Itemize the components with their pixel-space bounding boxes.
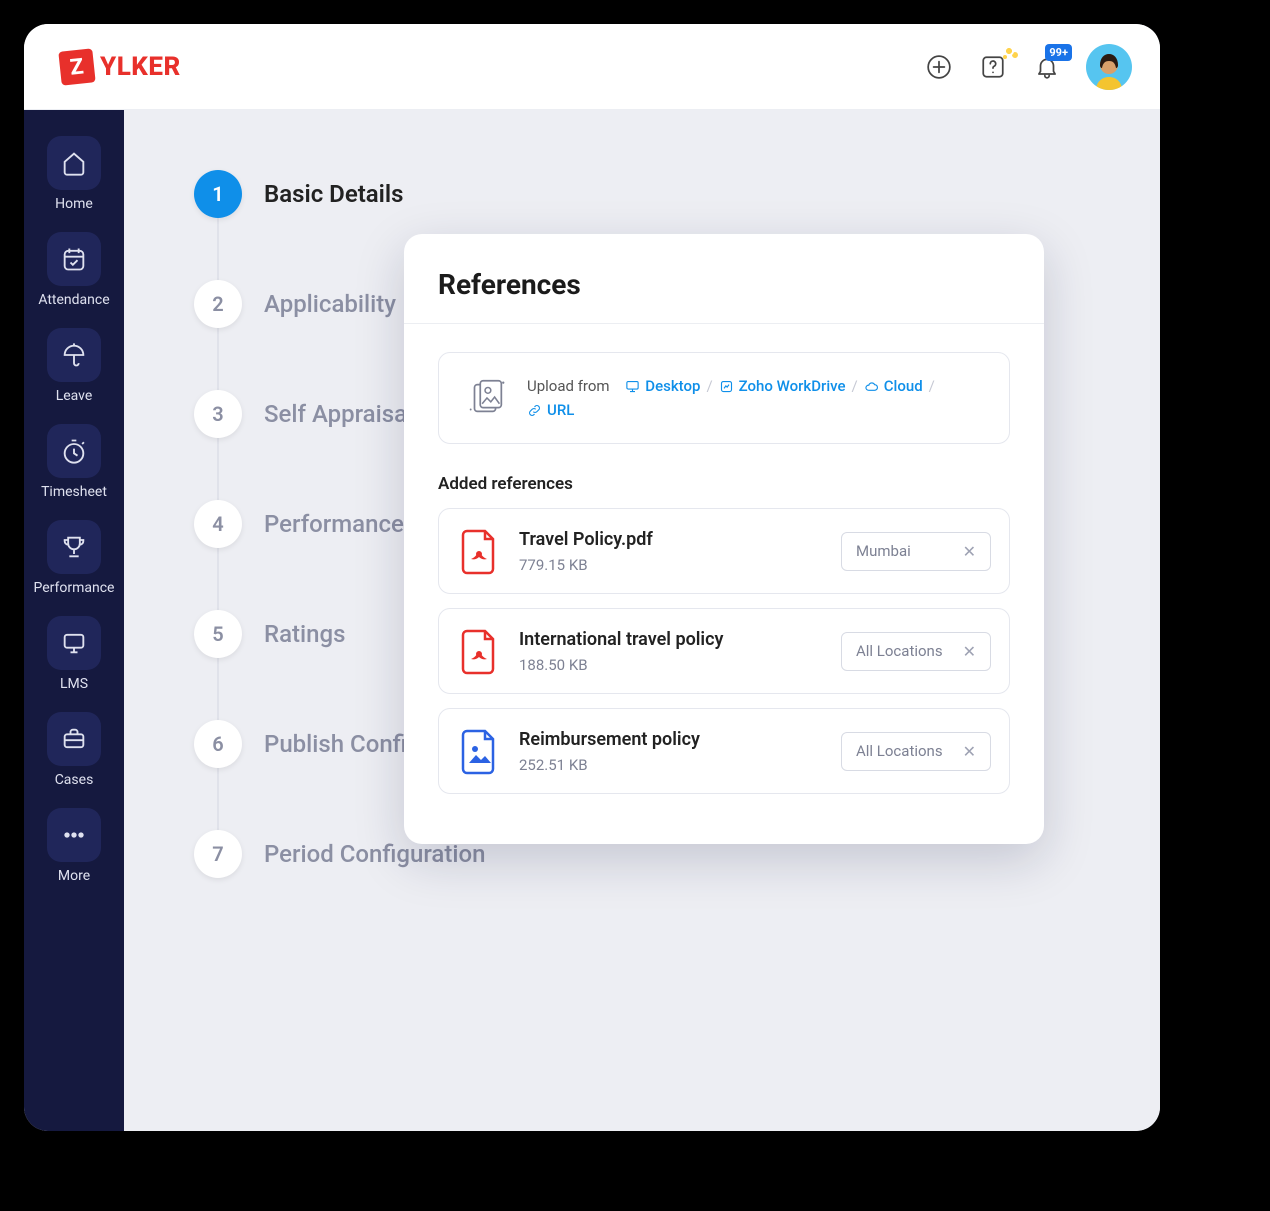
step-label: Period Configuration — [264, 840, 485, 868]
sidebar-label: More — [58, 868, 90, 884]
sidebar-label: Cases — [55, 772, 94, 788]
file-size: 188.50 KB — [519, 656, 823, 674]
added-references-heading: Added references — [438, 474, 1010, 494]
panel-title: References — [438, 268, 1010, 301]
stopwatch-icon — [60, 437, 88, 465]
sidebar: Home Attendance Leave Timesheet Performa… — [24, 110, 124, 1131]
image-file-icon — [457, 725, 501, 777]
step-number: 3 — [194, 390, 242, 438]
upload-source-label: Zoho WorkDrive — [739, 377, 846, 395]
home-icon — [60, 149, 88, 177]
reference-row: Reimbursement policy 252.51 KB All Locat… — [438, 708, 1010, 794]
upload-from-label: Upload from — [527, 377, 610, 395]
tag-label: Mumbai — [856, 542, 911, 560]
step-label: Basic Details — [264, 180, 404, 208]
step-label: Performance — [264, 510, 404, 538]
app-window: Z YLKER 99+ — [24, 24, 1160, 1131]
desktop-icon — [625, 379, 640, 394]
step-label: Self Appraisal — [264, 400, 413, 428]
upload-url-link[interactable]: URL — [527, 401, 574, 419]
location-tag[interactable]: All Locations ✕ — [841, 632, 991, 671]
sidebar-label: LMS — [60, 676, 88, 692]
briefcase-icon — [60, 725, 88, 753]
sidebar-label: Home — [55, 196, 93, 212]
step-number: 2 — [194, 280, 242, 328]
plus-circle-icon — [926, 54, 952, 80]
upload-workdrive-link[interactable]: Zoho WorkDrive — [719, 377, 846, 395]
pdf-file-icon — [457, 625, 501, 677]
reference-row: Travel Policy.pdf 779.15 KB Mumbai ✕ — [438, 508, 1010, 594]
board-icon — [60, 629, 88, 657]
tag-label: All Locations — [856, 642, 943, 660]
avatar[interactable] — [1086, 44, 1132, 90]
sidebar-label: Attendance — [38, 292, 109, 308]
separator: / — [929, 377, 935, 395]
sidebar-item-cases[interactable]: Cases — [33, 704, 115, 794]
step-number: 6 — [194, 720, 242, 768]
remove-tag-icon[interactable]: ✕ — [963, 642, 976, 661]
separator: / — [706, 377, 712, 395]
location-tag[interactable]: Mumbai ✕ — [841, 532, 991, 571]
upload-source-label: Desktop — [645, 377, 700, 395]
upload-illustration-icon — [463, 375, 509, 421]
remove-tag-icon[interactable]: ✕ — [963, 542, 976, 561]
panel-divider — [404, 323, 1044, 324]
file-name: Reimbursement policy — [519, 729, 823, 750]
sidebar-item-performance[interactable]: Performance — [33, 512, 115, 602]
brand-badge: Z — [58, 48, 95, 85]
trophy-icon — [60, 533, 88, 561]
references-panel: References Upload from Desktop / Zoho — [404, 234, 1044, 844]
file-size: 252.51 KB — [519, 756, 823, 774]
remove-tag-icon[interactable]: ✕ — [963, 742, 976, 761]
file-size: 779.15 KB — [519, 556, 823, 574]
separator: / — [852, 377, 858, 395]
more-icon — [60, 821, 88, 849]
upload-sources: Upload from Desktop / Zoho WorkDrive / C… — [527, 377, 985, 419]
link-icon — [527, 403, 542, 418]
tag-label: All Locations — [856, 742, 943, 760]
step-1[interactable]: 1 Basic Details — [194, 170, 1120, 218]
sidebar-item-lms[interactable]: LMS — [33, 608, 115, 698]
brand-name: YLKER — [100, 52, 181, 82]
sidebar-item-home[interactable]: Home — [33, 128, 115, 218]
umbrella-icon — [60, 341, 88, 369]
upload-desktop-link[interactable]: Desktop — [625, 377, 700, 395]
file-name: Travel Policy.pdf — [519, 529, 823, 550]
file-name: International travel policy — [519, 629, 823, 650]
reference-row: International travel policy 188.50 KB Al… — [438, 608, 1010, 694]
sidebar-label: Performance — [34, 580, 115, 596]
sidebar-label: Timesheet — [41, 484, 107, 500]
step-number: 7 — [194, 830, 242, 878]
sidebar-item-timesheet[interactable]: Timesheet — [33, 416, 115, 506]
brand-logo[interactable]: Z YLKER — [60, 50, 181, 84]
header-actions: 99+ — [924, 44, 1132, 90]
sidebar-label: Leave — [56, 388, 93, 404]
sidebar-item-more[interactable]: More — [33, 800, 115, 890]
sidebar-item-attendance[interactable]: Attendance — [33, 224, 115, 314]
step-number: 4 — [194, 500, 242, 548]
upload-source-label: URL — [547, 401, 574, 419]
calendar-check-icon — [60, 245, 88, 273]
avatar-icon — [1089, 50, 1129, 90]
notification-badge: 99+ — [1045, 44, 1072, 61]
step-number: 5 — [194, 610, 242, 658]
upload-cloud-link[interactable]: Cloud — [864, 377, 923, 395]
sidebar-item-leave[interactable]: Leave — [33, 320, 115, 410]
help-icon — [980, 54, 1006, 80]
header: Z YLKER 99+ — [24, 24, 1160, 110]
notifications-button[interactable]: 99+ — [1032, 52, 1062, 82]
step-label: Applicability — [264, 290, 396, 318]
cloud-icon — [864, 379, 879, 394]
pdf-file-icon — [457, 525, 501, 577]
workdrive-icon — [719, 379, 734, 394]
location-tag[interactable]: All Locations ✕ — [841, 732, 991, 771]
upload-box: Upload from Desktop / Zoho WorkDrive / C… — [438, 352, 1010, 444]
upload-source-label: Cloud — [884, 377, 923, 395]
help-button[interactable] — [978, 52, 1008, 82]
step-label: Ratings — [264, 620, 345, 648]
add-button[interactable] — [924, 52, 954, 82]
step-number: 1 — [194, 170, 242, 218]
